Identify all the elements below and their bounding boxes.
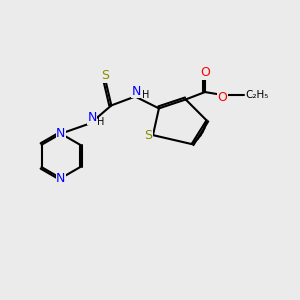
- Text: N: N: [56, 172, 65, 185]
- Text: C₂H₅: C₂H₅: [245, 90, 268, 100]
- Text: N: N: [132, 85, 141, 98]
- Text: O: O: [200, 66, 210, 79]
- Text: N: N: [87, 111, 97, 124]
- Text: S: S: [145, 129, 152, 142]
- Text: H: H: [97, 117, 104, 127]
- Text: H: H: [142, 90, 149, 100]
- Text: N: N: [56, 127, 65, 140]
- Text: O: O: [217, 91, 227, 104]
- Text: S: S: [101, 69, 110, 82]
